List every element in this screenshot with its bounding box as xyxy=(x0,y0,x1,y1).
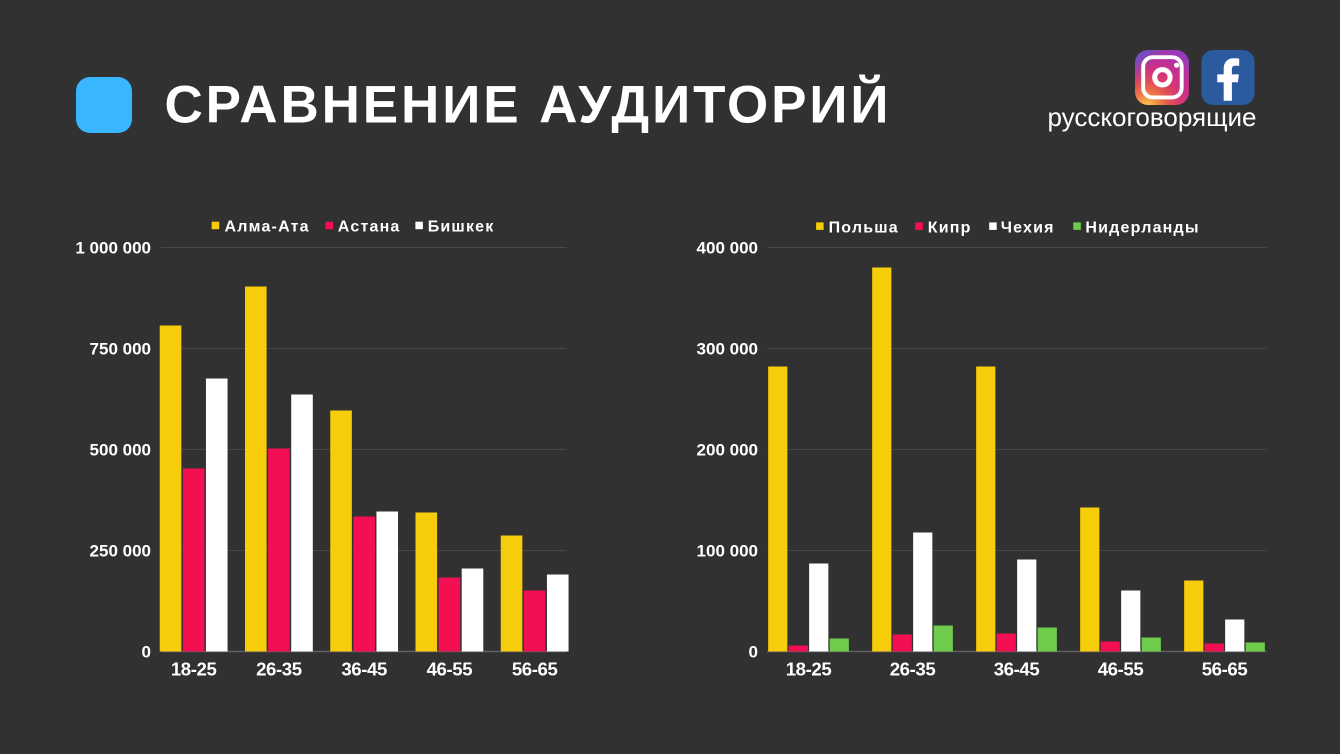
svg-text:46-55: 46-55 xyxy=(427,658,473,679)
svg-text:56-65: 56-65 xyxy=(1202,658,1248,679)
svg-text:500 000: 500 000 xyxy=(90,441,151,460)
svg-text:Чехия: Чехия xyxy=(1001,219,1055,236)
svg-text:Алма-Ата: Алма-Ата xyxy=(225,219,310,236)
svg-text:0: 0 xyxy=(749,643,758,662)
svg-text:СРАВНЕНИЕ АУДИТОРИЙ: СРАВНЕНИЕ АУДИТОРИЙ xyxy=(165,73,892,134)
svg-text:26-35: 26-35 xyxy=(890,658,936,679)
svg-text:1 000 000: 1 000 000 xyxy=(75,239,151,258)
svg-text:18-25: 18-25 xyxy=(171,658,217,679)
svg-text:русскоговорящие: русскоговорящие xyxy=(1048,102,1257,132)
svg-text:400 000: 400 000 xyxy=(697,239,758,258)
svg-text:Кипр: Кипр xyxy=(928,219,972,236)
svg-text:Бишкек: Бишкек xyxy=(428,219,495,236)
svg-text:0: 0 xyxy=(142,643,151,662)
svg-text:36-45: 36-45 xyxy=(341,658,387,679)
svg-text:56-65: 56-65 xyxy=(512,658,558,679)
svg-text:100 000: 100 000 xyxy=(697,542,758,561)
svg-text:Польша: Польша xyxy=(829,219,899,236)
svg-text:300 000: 300 000 xyxy=(697,340,758,359)
svg-text:26-35: 26-35 xyxy=(256,658,302,679)
svg-text:Нидерланды: Нидерланды xyxy=(1085,219,1199,236)
svg-text:250 000: 250 000 xyxy=(90,542,151,561)
svg-text:36-45: 36-45 xyxy=(994,658,1040,679)
svg-text:18-25: 18-25 xyxy=(786,658,832,679)
svg-text:Астана: Астана xyxy=(338,219,401,236)
svg-text:200 000: 200 000 xyxy=(697,441,758,460)
svg-text:750 000: 750 000 xyxy=(90,340,151,359)
svg-text:46-55: 46-55 xyxy=(1098,658,1144,679)
